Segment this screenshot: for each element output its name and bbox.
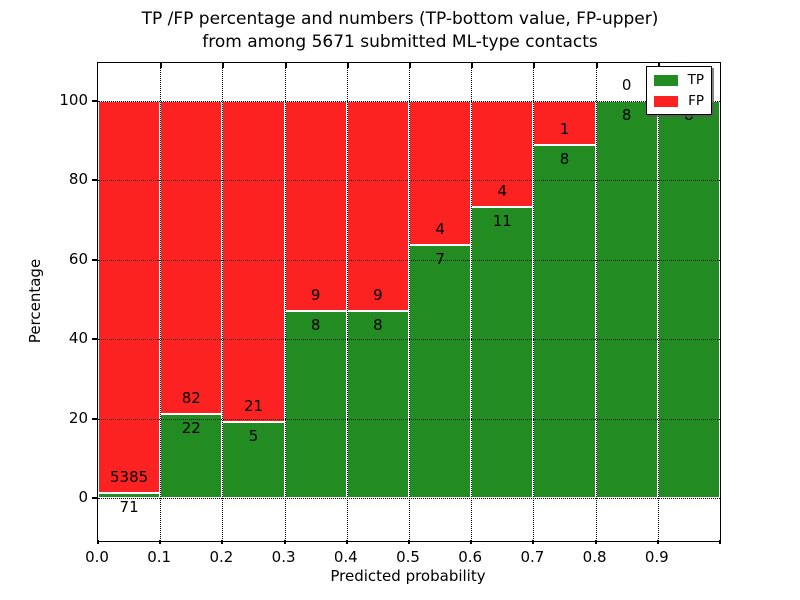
v-gridline: [409, 63, 410, 541]
bar-segment-fp: [160, 101, 223, 415]
x-tick: [159, 540, 162, 544]
legend-label: FP: [688, 93, 704, 109]
bar-segment-tp: [595, 101, 658, 498]
bar-segment-tp: [471, 206, 534, 498]
x-tick-label: 0.2: [209, 548, 234, 566]
legend-entry: FP: [654, 94, 704, 108]
x-tick-label: 0.3: [271, 548, 296, 566]
bar-segment-tp: [409, 245, 472, 498]
x-tick-label: 0.9: [644, 548, 669, 566]
bar-segment-tp: [657, 101, 720, 498]
legend-swatch-fp-icon: [654, 95, 678, 107]
y-tick-label: 80: [68, 170, 88, 189]
x-tick: [594, 540, 597, 544]
plot-area: 5385718222215989847411180808TPFP: [97, 62, 721, 542]
y-tick-label: 60: [68, 249, 88, 268]
bar-segment-tp: [533, 145, 596, 498]
bar-count-label-tp: 7: [435, 250, 445, 269]
bar-count-label-tp: 8: [621, 106, 632, 124]
top-tick: [595, 63, 598, 68]
chart-title: TP /FP percentage and numbers (TP-bottom…: [89, 8, 711, 54]
v-gridline: [595, 63, 597, 541]
y-tick: [92, 179, 97, 182]
top-tick: [409, 63, 411, 68]
x-tick: [283, 540, 286, 544]
bar-segment-tp: [98, 492, 161, 498]
bar-segment-fp: [533, 101, 596, 146]
bar-count-label-fp: 5385: [110, 467, 149, 486]
legend-entry: TP: [654, 73, 704, 87]
bar-count-label-tp: 5: [248, 426, 259, 445]
x-axis-label: Predicted probability: [330, 567, 486, 585]
x-tick-label: 0.4: [333, 548, 358, 566]
bar-count-label-tp: 8: [559, 150, 570, 169]
x-tick-label: 0.8: [582, 548, 607, 566]
y-tick: [92, 100, 97, 102]
x-tick: [221, 540, 224, 544]
bar-count-label-fp: 9: [373, 286, 383, 305]
bar-count-label-fp: 0: [621, 76, 632, 94]
x-tick-label: 0.1: [147, 548, 172, 566]
top-tick: [657, 63, 660, 68]
x-tick: [345, 540, 348, 544]
x-tick: [719, 540, 721, 544]
legend-label: TP: [687, 72, 704, 88]
bar-segment-fp: [471, 101, 534, 207]
bar-count-label-fp: 4: [497, 181, 508, 200]
x-tick-label: 0.6: [458, 548, 483, 566]
top-tick: [222, 63, 225, 68]
v-gridline: [346, 63, 348, 541]
bar-segment-tp: [284, 311, 347, 498]
legend-swatch-tp-icon: [654, 74, 678, 86]
v-gridline: [471, 63, 473, 541]
bar-count-label-tp: 11: [492, 211, 512, 230]
bar-segment-fp: [98, 101, 161, 493]
bar-segment-fp: [346, 101, 409, 312]
bar-segment-tp: [160, 414, 223, 498]
top-tick: [471, 63, 474, 68]
bar-segment-fp: [222, 101, 285, 422]
chart-title-line2: from among 5671 submitted ML-type contac…: [202, 32, 598, 52]
y-tick-label: 40: [68, 329, 88, 348]
chart-title-line1: TP /FP percentage and numbers (TP-bottom…: [141, 9, 659, 29]
y-tick-label: 20: [68, 408, 88, 427]
y-tick: [92, 417, 97, 420]
bar-count-label-tp: 71: [119, 497, 139, 516]
v-gridline: [222, 63, 224, 541]
y-tick-label: 100: [59, 91, 88, 109]
y-tick: [92, 497, 97, 499]
bar-segment-fp: [284, 101, 347, 312]
x-tick: [97, 540, 99, 544]
y-tick-label: 0: [78, 488, 88, 506]
v-gridline: [160, 63, 162, 541]
top-tick: [533, 63, 536, 68]
bar-count-label-tp: 8: [310, 316, 321, 335]
x-tick-label: 0.7: [520, 548, 545, 566]
bar-count-label-fp: 1: [559, 120, 570, 139]
x-tick: [470, 540, 473, 544]
bar-segment-tp: [346, 311, 409, 498]
x-tick: [408, 540, 410, 544]
top-tick: [346, 63, 349, 68]
y-tick: [92, 338, 97, 341]
bar-count-label-fp: 82: [181, 389, 201, 408]
x-tick: [532, 540, 535, 544]
bar-count-label-fp: 9: [310, 286, 321, 305]
bar-count-label-tp: 8: [373, 316, 383, 335]
bar-count-label-tp: 22: [181, 419, 201, 438]
x-tick: [656, 540, 659, 544]
v-gridline: [533, 63, 535, 541]
x-tick-label: 0.0: [85, 548, 109, 566]
v-gridline: [657, 63, 659, 541]
legend: TP FP: [646, 66, 712, 115]
y-tick: [92, 258, 97, 261]
v-gridline: [284, 63, 286, 541]
top-tick: [160, 63, 163, 68]
bar-count-label-tp: 8: [684, 106, 694, 124]
bar-count-label-fp: 4: [435, 220, 445, 239]
x-tick-label: 0.5: [396, 548, 420, 566]
bar-count-label-fp: 21: [243, 396, 264, 415]
top-tick: [284, 63, 287, 68]
